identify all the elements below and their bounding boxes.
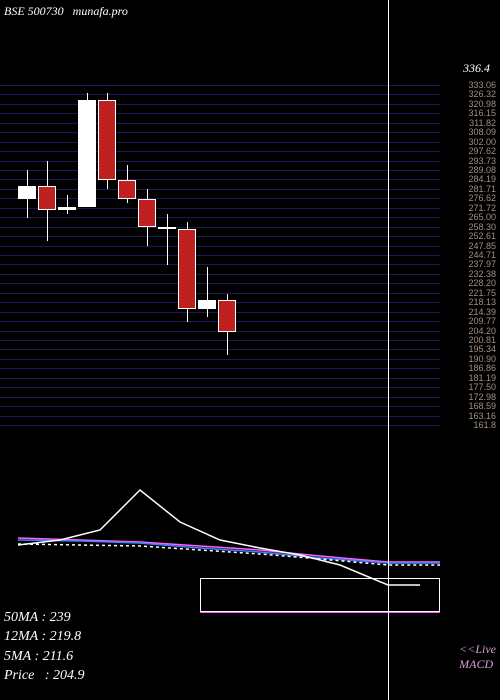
grid-line <box>0 198 440 199</box>
grid-line <box>0 293 440 294</box>
macd-live-arrow: <<Live <box>459 642 496 656</box>
grid-line <box>0 246 440 247</box>
grid-line <box>0 85 440 86</box>
grid-line <box>0 161 440 162</box>
grid-line <box>0 368 440 369</box>
candle-body <box>158 227 176 229</box>
candle-body <box>98 100 116 180</box>
grid-line <box>0 340 440 341</box>
grid-line <box>0 132 440 133</box>
grid-line <box>0 123 440 124</box>
ma12-row: 12MA : 219.8 <box>4 627 84 647</box>
grid-line <box>0 170 440 171</box>
candle-body <box>18 186 36 199</box>
cursor-vertical-line <box>388 0 389 700</box>
macd-text: MACD <box>459 657 493 671</box>
indicator-line <box>18 490 420 585</box>
candle-body <box>138 199 156 227</box>
watermark-label: munafa.pro <box>73 4 128 18</box>
price-axis-label: 161.8 <box>473 420 496 430</box>
candle-body <box>178 229 196 309</box>
grid-line <box>0 217 440 218</box>
grid-line <box>0 378 440 379</box>
grid-line <box>0 283 440 284</box>
grid-line <box>0 104 440 105</box>
grid-line <box>0 359 440 360</box>
candle-body <box>38 186 56 211</box>
grid-line <box>0 142 440 143</box>
grid-line <box>0 227 440 228</box>
price-row: Price : 204.9 <box>4 666 84 686</box>
grid-line <box>0 113 440 114</box>
candle-wick <box>67 195 68 214</box>
info-stats-box: 50MA : 239 12MA : 219.8 5MA : 211.6 Pric… <box>4 608 84 686</box>
candle-body <box>218 300 236 332</box>
indicator-bottom-line <box>200 612 440 613</box>
grid-line <box>0 387 440 388</box>
candle-body <box>78 100 96 206</box>
grid-line <box>0 349 440 350</box>
grid-line <box>0 416 440 417</box>
grid-line <box>0 425 440 426</box>
ticker-label: 500730 <box>28 4 64 18</box>
candle-body <box>118 180 136 199</box>
candle-body <box>198 300 216 309</box>
candle-wick <box>167 214 168 265</box>
macd-indicator-panel <box>0 450 500 615</box>
candle-wick <box>207 267 208 316</box>
grid-line <box>0 179 440 180</box>
indicator-highlight-box <box>200 578 440 612</box>
exchange-label: BSE <box>4 4 25 18</box>
candle-body <box>58 207 76 211</box>
macd-label: <<Live MACD <box>459 642 496 672</box>
main-candlestick-chart: 336.4 333.06326.32320.98316.15311.82308.… <box>0 25 500 450</box>
grid-line <box>0 94 440 95</box>
ma50-row: 50MA : 239 <box>4 608 84 628</box>
grid-line <box>0 151 440 152</box>
grid-line <box>0 255 440 256</box>
grid-line <box>0 397 440 398</box>
grid-line <box>0 189 440 190</box>
grid-line <box>0 264 440 265</box>
ma5-row: 5MA : 211.6 <box>4 647 84 667</box>
chart-header: BSE 500730 munafa.pro <box>4 4 128 19</box>
grid-line <box>0 274 440 275</box>
top-price-value: 336.4 <box>463 61 490 76</box>
grid-line <box>0 236 440 237</box>
grid-line <box>0 406 440 407</box>
